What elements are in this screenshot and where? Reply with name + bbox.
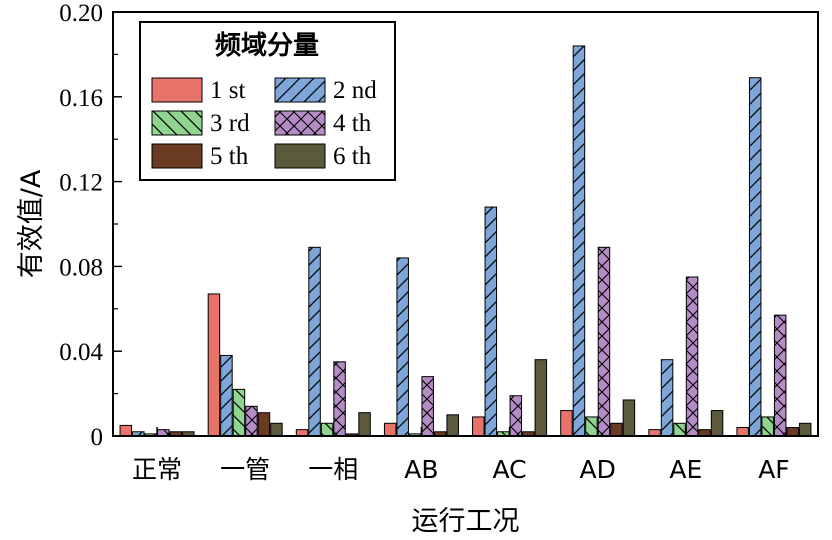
bar-8-2 <box>748 77 762 437</box>
x-tick-label: AC <box>493 455 527 484</box>
x-tick-label: AF <box>758 455 789 484</box>
x-tick-label: AD <box>580 455 616 484</box>
legend-label: 4 th <box>333 110 372 137</box>
bar-6-2 <box>572 45 586 437</box>
legend-item-6: 6 th <box>274 143 372 170</box>
bar-8-6 <box>798 422 812 437</box>
legend-label: 5 th <box>210 143 249 170</box>
legend-swatch <box>274 110 326 136</box>
legend-item-5: 5 th <box>151 143 249 170</box>
bar-6-4 <box>597 246 611 437</box>
legend-title: 频域分量 <box>215 31 319 61</box>
legend-swatch <box>151 77 203 103</box>
legend-item-1: 1 st <box>151 77 245 104</box>
x-tick-label: 一相 <box>308 455 358 484</box>
bar-8-5 <box>786 427 799 437</box>
bar-8-3 <box>761 416 774 437</box>
bar-3-3 <box>320 422 334 437</box>
bar-4-6 <box>446 414 459 437</box>
legend-swatch <box>274 77 326 103</box>
bar-2-2 <box>220 354 233 437</box>
legend-swatch <box>151 110 203 136</box>
bar-8-1 <box>736 427 749 437</box>
y-tick-label: 0.08 <box>59 254 103 281</box>
legend-item-3: 3 rd <box>151 110 250 137</box>
bar-5-4 <box>509 395 523 437</box>
bar-6-5 <box>610 422 623 437</box>
x-tick-label: 一管 <box>220 455 270 484</box>
legend-swatch <box>151 143 203 169</box>
y-tick-label: 0.16 <box>59 85 103 112</box>
legend-label: 2 nd <box>333 77 377 104</box>
bar-2-1 <box>207 293 221 437</box>
bar-8-4 <box>773 314 787 437</box>
legend-item-4: 4 th <box>274 110 372 137</box>
bar-3-4 <box>333 361 346 437</box>
y-tick-label: 0 <box>91 424 104 451</box>
bar-2-6 <box>270 422 283 437</box>
bar-2-3 <box>232 388 246 437</box>
bar-2-4 <box>245 405 258 437</box>
y-axis-title: 有效值/A <box>16 169 47 278</box>
bar-7-6 <box>710 410 724 437</box>
bar-4-4 <box>421 376 434 437</box>
x-tick-label: AE <box>669 455 702 484</box>
x-tick-label: AB <box>404 455 438 484</box>
legend-label: 1 st <box>210 77 245 104</box>
bar-5-2 <box>484 206 498 437</box>
bar-1-1 <box>119 424 133 437</box>
bar-5-6 <box>534 359 548 437</box>
y-tick-label: 0.20 <box>59 0 103 27</box>
bar-6-3 <box>585 416 598 437</box>
bar-4-1 <box>383 422 397 437</box>
bar-6-6 <box>622 399 636 437</box>
bar-6-1 <box>560 410 573 437</box>
y-tick-label: 0.12 <box>59 170 103 197</box>
x-axis-title: 运行工况 <box>412 506 520 537</box>
legend-item-2: 2 nd <box>274 77 377 104</box>
bar-7-3 <box>673 422 686 437</box>
bar-4-2 <box>396 257 409 437</box>
y-tick-label: 0.04 <box>59 339 103 366</box>
legend-swatch <box>274 143 326 169</box>
legend-label: 3 rd <box>210 110 250 137</box>
bar-7-2 <box>660 359 674 437</box>
bar-7-4 <box>685 276 699 437</box>
bar-3-6 <box>358 412 371 437</box>
bar-2-5 <box>257 412 271 437</box>
bar-5-1 <box>472 416 485 437</box>
x-tick-label: 正常 <box>132 455 182 484</box>
plot-frame <box>112 11 819 437</box>
bar-3-2 <box>308 246 321 437</box>
legend: 频域分量 1 st 2 nd 3 rd 4 th 5 th 6 th <box>139 21 396 181</box>
legend-label: 6 th <box>333 143 372 170</box>
